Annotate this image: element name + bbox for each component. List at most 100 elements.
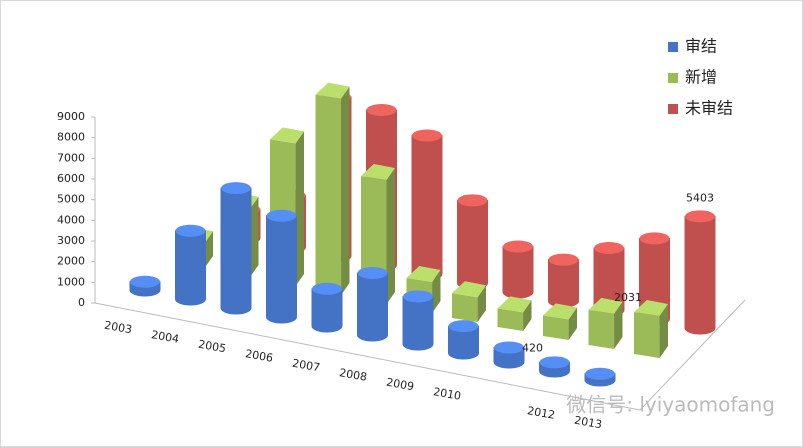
bar-top [639,232,670,245]
bar-body [220,187,252,315]
bar-top [457,194,488,207]
value-label: 420 [522,341,543,354]
bar-top [452,281,486,298]
bar-side [204,231,213,268]
bar [452,281,486,322]
legend-label: 未审结 [685,99,733,118]
bar-front [543,315,569,340]
bar-top [315,82,350,99]
bar [311,282,343,333]
bar-front [497,308,524,331]
bar-top [403,290,433,303]
legend-swatch [668,104,678,114]
watermark: 微信号: lyiyaomofang [566,393,775,417]
bar-top [412,129,442,142]
bar [448,320,479,360]
bar-top [366,104,397,116]
x-tick-label: 2003 [103,319,133,337]
bar-top [266,209,297,222]
bar-body [175,230,206,306]
bar-body [266,215,297,324]
bar [315,82,350,296]
x-tick-label: 2012 [526,404,556,422]
y-tick-label: 4000 [57,213,85,226]
bar-body [548,259,579,308]
bar-body [684,215,716,335]
bar-body [402,295,434,351]
bar-body [502,246,534,299]
bar-top [585,367,615,380]
bar-top [594,242,624,254]
bar-top [361,164,395,180]
legend-label: 新增 [685,68,717,87]
bar-top [270,127,304,144]
y-tick-label: 1000 [57,275,85,288]
bar-front [634,312,660,358]
legend-swatch [668,73,678,83]
bar-side [477,285,486,322]
bar [584,367,616,387]
bar-top [312,282,342,295]
bar-body [457,199,488,290]
bar-body [448,325,479,360]
bar [684,210,716,335]
y-tick-label: 2000 [57,255,85,268]
x-tick-label: 2008 [338,366,368,384]
bar [548,253,579,308]
bar-top [543,303,577,320]
bar [129,275,161,297]
bar-side [386,168,395,304]
bar [266,209,297,324]
y-tick-label: 0 [78,296,85,309]
x-tick-label: 2010 [432,385,462,403]
bar-side [614,301,623,349]
bar [497,296,532,331]
bar-top [548,253,579,266]
bar-body [311,288,343,333]
bar [493,341,525,369]
floor-edge [94,299,746,411]
bar [357,267,388,342]
bar [220,182,252,315]
bar [175,224,206,306]
y-tick-label: 8000 [57,131,85,144]
bar [411,129,443,281]
bar-top [494,341,524,354]
bar-top [448,320,479,333]
bar-side [523,300,532,331]
bar-top [221,182,251,195]
y-tick-label: 3000 [57,234,85,247]
y-tick-label: 6000 [57,172,85,185]
value-label: 2031 [614,291,642,304]
bar-top [175,224,206,237]
x-tick-label: 2013 [573,414,603,432]
bar-side [568,307,577,340]
bar [539,356,570,378]
bar-top [130,275,160,288]
legend-label: 审结 [685,37,717,56]
bar-side [295,131,304,286]
x-tick-label: 2006 [244,347,274,365]
x-tick-label: 2007 [291,357,321,375]
y-tick-label: 9000 [57,110,85,123]
bar-side [341,86,350,296]
bar-top [634,300,668,317]
bar-top [539,356,570,369]
bar-top [503,240,533,253]
bar [457,194,488,290]
bar-front [588,309,615,349]
bar-front [452,293,478,322]
legend-swatch [668,42,678,52]
x-tick-label: 2009 [385,376,415,394]
value-label: 5403 [686,191,714,204]
bar-top [357,267,388,279]
bar [588,297,623,349]
bar-top [497,296,532,313]
x-tick-label: 2004 [150,328,180,346]
bar [543,303,577,340]
bar [402,290,434,351]
bar-front [315,94,342,296]
bar [634,300,668,358]
